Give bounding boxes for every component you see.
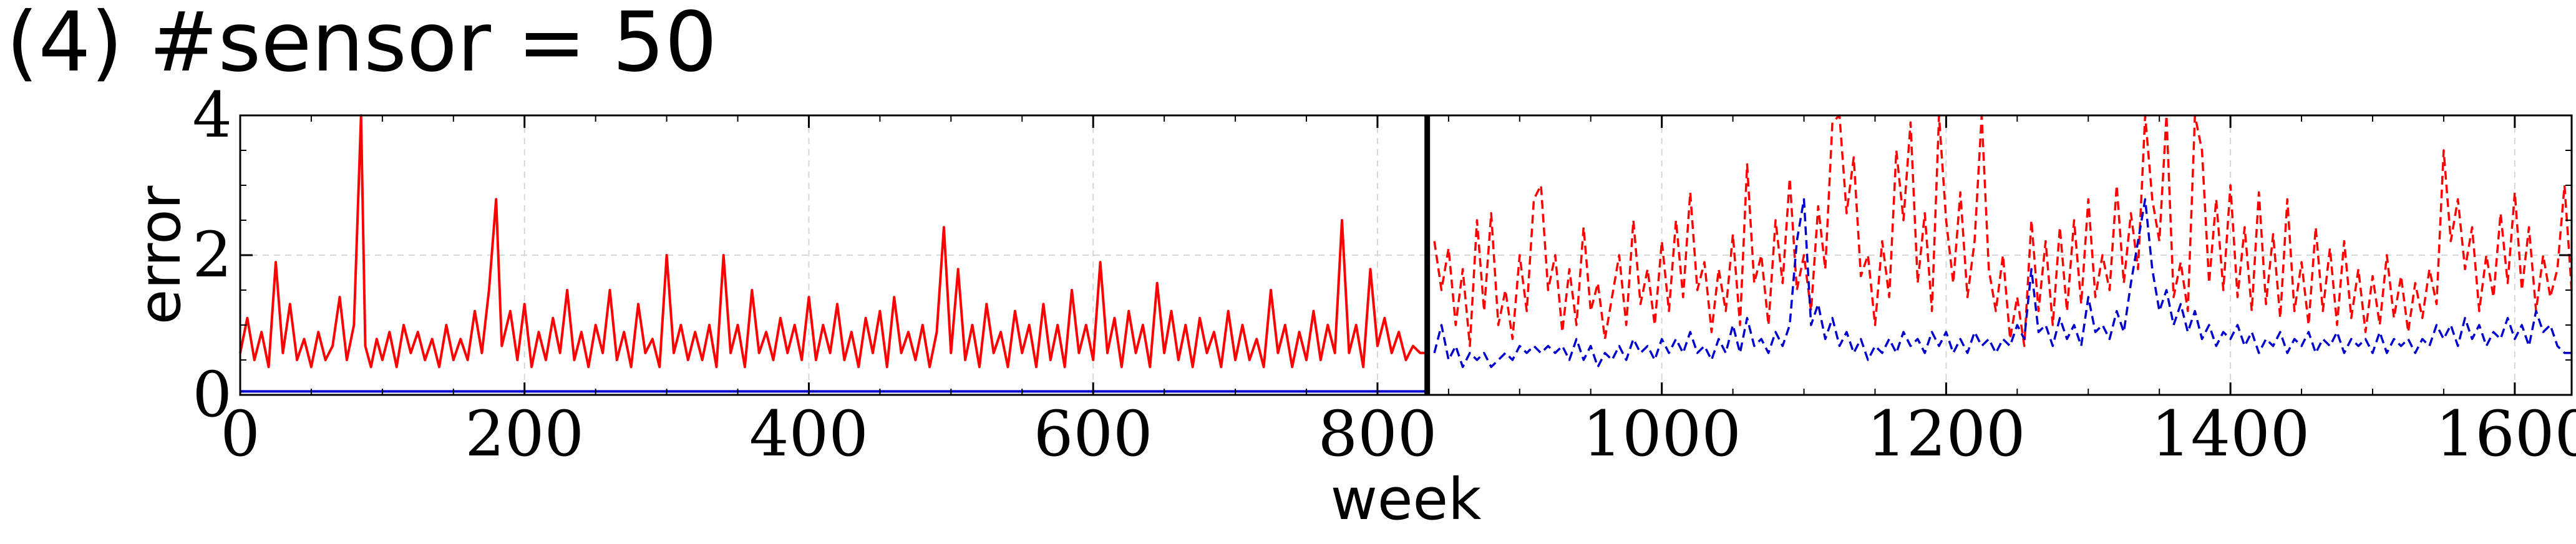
x-tick-label: 800 — [1318, 397, 1437, 470]
x-tick-label: 1600 — [2436, 397, 2576, 470]
x-tick-label: 1400 — [2151, 397, 2310, 470]
chart-title: (4) #sensor = 50 — [6, 0, 717, 90]
y-tick-label: 4 — [192, 79, 232, 152]
grid — [240, 115, 2572, 395]
y-tick-label: 0 — [192, 358, 232, 431]
y-tick-label: 2 — [192, 218, 232, 291]
series-line-0 — [239, 114, 1427, 369]
series-layer — [239, 114, 2573, 393]
x-axis-label: week — [1331, 466, 1482, 533]
series-line-2 — [1433, 114, 2573, 347]
x-tick-label: 600 — [1034, 397, 1153, 470]
x-tick-label: 1200 — [1867, 397, 2026, 470]
x-tick-label: 0 — [220, 397, 260, 470]
x-tick-label: 400 — [749, 397, 868, 470]
axis-ticks — [239, 114, 2572, 396]
x-tick-label: 1000 — [1582, 397, 1741, 470]
tick-labels: 0 200 400 600 800 1000 1200 1400 1600 0 2 4 — [192, 79, 2576, 470]
series-line-3 — [1433, 198, 2572, 368]
x-tick-label: 200 — [465, 397, 584, 470]
y-axis-label: error — [127, 185, 193, 324]
